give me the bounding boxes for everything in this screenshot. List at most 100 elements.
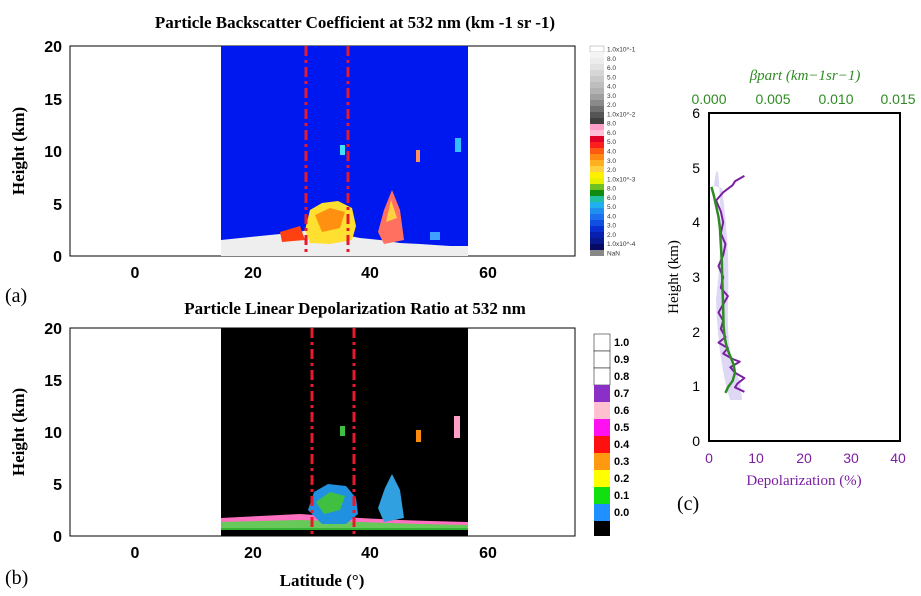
panel-b-xtick-3: 60 [479,545,497,562]
panel-c-bottom-tick-0: 0 [705,450,713,466]
panel-a-colorbar-label: 2.0 [607,167,616,174]
panel-b-surface-layer-2 [221,520,468,530]
panel-b-ytick-4: 20 [44,321,62,338]
panel-a-xtick-3: 60 [479,265,497,282]
panel-c-series-purple [715,175,746,393]
panel-c-frame [708,112,901,442]
panel-a-label: (a) [5,285,27,307]
panel-a-colorbar-label: 4.0 [607,213,616,220]
panel-a-ytick-2: 10 [44,144,62,161]
panel-a-colorbar-label: NaN [607,251,620,258]
panel-b-xtick-2: 40 [361,545,379,562]
panel-a-low-aerosol [430,232,440,240]
panel-c-top-tick-1: 0.005 [755,91,790,107]
panel-c-top-tick-3: 0.015 [880,91,915,107]
panel-c-left-tick-3: 3 [692,269,700,285]
panel-b-colorbar-label: 0.8 [614,371,629,383]
panel-a-colorbar-label: 8.0 [607,186,616,193]
panel-a-ylabel: Height (km) [9,107,28,195]
panel-b-ytick-0: 0 [53,529,62,546]
panel-c-left-tick-1: 1 [692,378,700,394]
panel-c-bottom-tick-2: 20 [796,450,812,466]
panel-b-colorbar: 1.0 0.9 0.8 0.7 0.6 0.5 0.4 0.3 0.2 0.1 0.0 [593,333,630,536]
panel-c-bottom-label: Depolarization (%) [746,473,861,489]
panel-c-left-label: Height (km) [666,240,682,314]
panel-b-colorbar-label: 0.5 [614,422,629,434]
panel-a-colorbar-label: 1.0x10^-4 [607,241,636,248]
panel-a-cloud-2 [416,150,420,162]
panel-a-cloud-3 [455,138,461,152]
panel-b-ytick-1: 5 [53,477,62,494]
panel-c-label: (c) [677,493,699,515]
panel-b-colorbar-label: 0.1 [614,490,629,502]
panel-a-plot: 0 20 40 60 0 5 10 15 20 Height (km) [9,39,576,282]
panel-a-plume-core [315,208,345,232]
panel-c-top-tick-0: 0.000 [691,91,726,107]
panel-b-colorbar-label: 0.4 [614,439,630,451]
panel-b-cloud-3 [454,416,460,438]
panel-c-top-label: βpart (km−1sr−1) [749,68,861,84]
panel-a-plume-edge [280,226,305,242]
panel-c-top-tick-2: 0.010 [818,91,853,107]
panel-b-label: (b) [5,567,28,589]
panel-b-xtick-1: 20 [244,545,262,562]
panel-a-ytick-4: 20 [44,39,62,56]
panel-a-colorbar-label: 8.0 [607,121,616,128]
panel-b-xlabel: Latitude (°) [280,571,365,590]
panel-a-colorbar-label: 4.0 [607,149,616,156]
panel-a-colorbar-label: 4.0 [607,84,616,91]
panel-b-cloud-1 [340,426,345,436]
panel-b-plot: 0 20 40 60 0 5 10 15 20 Height (km) Lati… [9,321,576,590]
panel-c-bottom-tick-3: 30 [843,450,859,466]
panel-c-left-tick-2: 2 [692,324,700,340]
panel-b-xtick-0: 0 [131,545,140,562]
panel-a-colorbar-label: 3.0 [607,158,616,165]
panel-a-colorbar-label: 5.0 [607,74,616,81]
panel-a-colorbar-label: 3.0 [607,223,616,230]
panel-a-colorbar-label: 2.0 [607,102,616,109]
panel-b-colorbar-label: 1.0 [614,337,629,349]
panel-a-title: Particle Backscatter Coefficient at 532 … [155,13,555,32]
panel-a-colorbar-label: 2.0 [607,232,616,239]
panel-c-left-tick-4: 4 [692,214,700,230]
panel-a-xtick-0: 0 [131,265,140,282]
panel-b-ytick-2: 10 [44,425,62,442]
panel-b-ylabel: Height (km) [9,388,28,476]
panel-c-bottom-tick-1: 10 [748,450,764,466]
panel-c-bottom-tick-4: 40 [890,450,906,466]
panel-c-left-tick-6: 6 [692,105,700,121]
panel-a-colorbar: 1.0x10^-1 8.0 6.0 5.0 4.0 3.0 2.0 1.0x10^-2 8.0 6… [589,45,636,258]
panel-a-ytick-1: 5 [53,197,62,214]
panel-a-colorbar-label: 8.0 [607,56,616,63]
panel-b-colorbar-label: 0.6 [614,405,629,417]
panel-a-colorbar-label: 5.0 [607,139,616,146]
panel-a-colorbar-label: 1.0x10^-3 [607,176,636,183]
panel-c-plot: 0.000 0.005 0.010 0.015 βpart (km−1sr−1)… [666,68,916,489]
panel-b-colorbar-label: 0.0 [614,507,629,519]
panel-b-plume-2 [378,474,404,522]
panel-b-colorbar-label: 0.3 [614,456,629,468]
panel-c-series-green [710,186,737,394]
panel-a-cloud-1 [340,145,345,155]
panel-a-colorbar-label: 6.0 [607,195,616,202]
panel-a-colorbar-label: 6.0 [607,130,616,137]
panel-b-ytick-3: 15 [44,373,62,390]
panel-a-colorbar-label: 1.0x10^-2 [607,111,636,118]
panel-b-colorbar-label: 0.9 [614,354,629,366]
panel-a-ytick-0: 0 [53,249,62,266]
panel-a-colorbar-label: 5.0 [607,204,616,211]
panel-b-cloud-2 [416,430,421,442]
panel-a-xtick-1: 20 [244,265,262,282]
panel-a-colorbar-label: 3.0 [607,93,616,100]
panel-a-colorbar-label: 6.0 [607,65,616,72]
panel-a-colorbar-label: 1.0x10^-1 [607,47,636,54]
panel-a-ytick-3: 15 [44,92,62,109]
panel-b-plume-core [316,492,345,514]
panel-c-left-tick-0: 0 [692,433,700,449]
panel-a-plume-2-core [386,200,397,222]
panel-c-left-tick-5: 5 [692,160,700,176]
panel-b-colorbar-label: 0.2 [614,473,629,485]
panel-a-xtick-2: 40 [361,265,379,282]
panel-b-colorbar-label: 0.7 [614,388,629,400]
